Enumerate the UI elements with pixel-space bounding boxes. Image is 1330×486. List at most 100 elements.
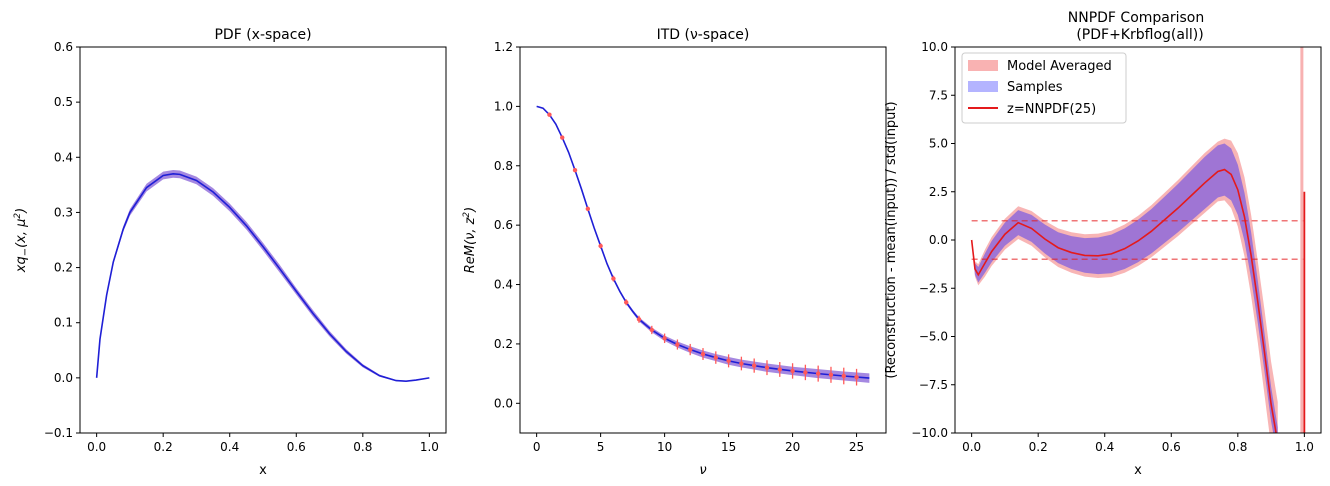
nnpdf-y-tick-label: −7.5 [919,378,948,392]
nnpdf-samples-band [971,143,1278,433]
itd-plot-area [536,105,870,386]
itd-data-point [688,347,693,352]
nnpdf-x-axis-label: x [1134,463,1142,478]
nnpdf-x-tick-label: 0.6 [1162,440,1181,454]
itd-data-point [649,327,655,333]
pdf-plot-area [95,169,430,382]
itd-y-axis-label: ReM(ν, z2) [462,207,478,273]
itd-x-axis-label: ν [699,463,706,478]
itd-data-point [700,351,706,357]
nnpdf-y-tick-label: 10.0 [921,40,948,54]
pdf-y-tick-label: 0.6 [54,40,73,54]
legend-frame [961,52,1127,124]
nnpdf-x-ticks: 0.0 0.2 0.4 0.6 0.8 1.0 [962,433,1314,454]
itd-data-point [751,363,757,368]
pdf-panel-title: PDF (x-space) [214,27,311,43]
pdf-x-space-panel: PDF (x-space) 0.0 0.2 0.4 0.6 0.8 1.0 −0.1 0.0… [13,27,447,478]
itd-data-point [560,135,565,140]
itd-panel-title: ITD (ν-space) [657,27,750,43]
itd-samples-band [536,106,870,383]
itd-data-point [803,370,808,375]
pdf-y-tick-label: 0.1 [54,316,73,330]
itd-y-tick-label: 1.0 [494,99,513,113]
itd-x-tick-label: 5 [597,440,605,454]
itd-y-tick-label: 0.6 [494,218,513,232]
itd-data-point [547,112,552,117]
itd-x-tick-label: 25 [849,440,864,454]
itd-y-tick-label: 0.0 [494,396,513,410]
nnpdf-title-line2: (PDF+Krbflog(all)) [1076,27,1203,43]
pdf-y-tick-label: 0.2 [54,261,73,275]
nnpdf-y-tick-label: −5.0 [919,330,948,344]
nnpdf-plot-area [970,47,1306,433]
itd-x-tick-label: 20 [785,440,800,454]
pdf-x-tick-label: 0.2 [154,440,173,454]
pdf-axes-frame [79,46,447,434]
nnpdf-y-tick-label: −2.5 [919,281,948,295]
itd-curve [536,105,870,379]
nnpdf-x-tick-label: 0.2 [1029,440,1048,454]
itd-x-tick-label: 10 [657,440,672,454]
itd-data-point [585,206,591,212]
itd-nu-space-panel: ITD (ν-space) 0 5 10 15 20 25 0.0 0.2 0.4 0.6 0.8… [462,27,887,478]
pdf-y-tick-label: 0.4 [54,150,73,164]
nnpdf-comparison-panel: NNPDF Comparison (PDF+Krbflog(all)) 0.0 0… [884,10,1322,478]
nnpdf-model-averaged-band [971,138,1278,433]
itd-data-point [841,373,846,379]
pdf-y-axis-label: xq−(x, μ2) [13,208,31,273]
itd-data-point [815,371,821,376]
pdf-x-tick-label: 1.0 [420,440,439,454]
itd-x-tick-label: 15 [721,440,736,454]
nnpdf-y-tick-label: −10.0 [911,426,948,440]
itd-y-tick-label: 1.2 [494,40,513,54]
pdf-y-tick-label: −0.1 [44,426,73,440]
nnpdf-y-tick-label: 0.0 [929,233,948,247]
nnpdf-y-ticks: −10.0 −7.5 −5.0 −2.5 0.0 2.5 5.0 7.5 10.0 [911,40,955,440]
nnpdf-x-tick-label: 0.4 [1095,440,1114,454]
itd-axes-frame [519,46,887,434]
pdf-curve [95,173,430,382]
pdf-x-tick-label: 0.8 [353,440,372,454]
nnpdf-clipped-layer [970,47,1306,433]
legend-swatch-samples [968,81,998,92]
itd-data-point [662,336,667,341]
legend-label-samples: Samples [1007,80,1063,95]
nnpdf-x-tick-label: 0.0 [962,440,981,454]
nnpdf-y-tick-label: 5.0 [929,137,948,151]
itd-data-point [611,276,616,281]
itd-y-tick-label: 0.2 [494,337,513,351]
nnpdf-title-line1: NNPDF Comparison [1068,10,1205,26]
itd-data-point [739,361,744,366]
nnpdf-x-tick-label: 0.8 [1228,440,1247,454]
itd-data-point [726,358,731,364]
pdf-x-tick-label: 0.6 [287,440,306,454]
nnpdf-reconstruction-curve [970,168,1277,433]
pdf-x-tick-label: 0.4 [220,440,239,454]
itd-data-point [598,243,603,249]
nnpdf-y-tick-label: 7.5 [929,88,948,102]
pdf-y-tick-label: 0.3 [54,205,73,219]
itd-data-point [624,300,629,305]
itd-y-ticks: 0.0 0.2 0.4 0.6 0.8 1.0 1.2 [494,40,520,410]
pdf-x-ticks: 0.0 0.2 0.4 0.6 0.8 1.0 [87,433,439,454]
itd-data-point [828,372,834,378]
itd-data-point [790,368,795,374]
itd-data-point [572,168,578,173]
nnpdf-legend: Model Averaged Samples z=NNPDF(25) [961,52,1127,124]
itd-data-point [764,365,770,370]
legend-label-model-averaged: Model Averaged [1007,59,1112,74]
itd-data-point [777,367,782,372]
nnpdf-y-tick-label: 2.5 [929,185,948,199]
pdf-y-tick-label: 0.5 [54,95,73,109]
itd-y-tick-label: 0.8 [494,159,513,173]
itd-data-point [713,355,718,360]
pdf-x-tick-label: 0.0 [87,440,106,454]
nnpdf-x-tick-label: 1.0 [1295,440,1314,454]
itd-data-point [675,342,680,347]
nnpdf-y-axis-label: (Reconstruction - mean(input)) / std(inp… [884,101,899,378]
nnpdf-edge-band [1300,47,1304,433]
legend-swatch-model-averaged [968,60,998,71]
pdf-x-axis-label: x [259,463,267,478]
pdf-samples-band [96,169,430,382]
